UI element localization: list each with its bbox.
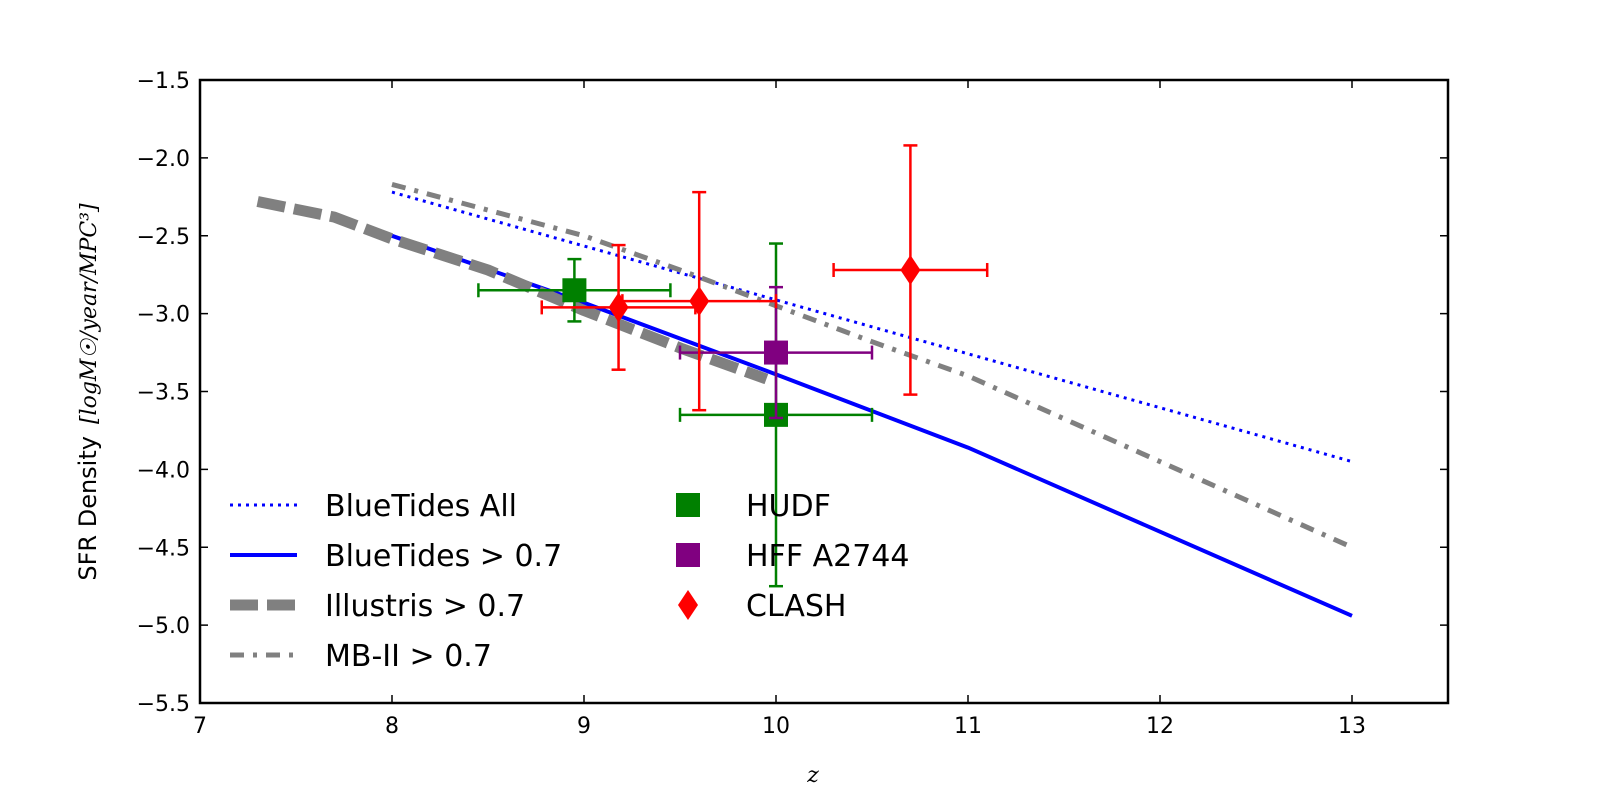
legend-label: HUDF: [746, 489, 831, 524]
x-axis: 7 8 9 10 11 12 13: [193, 80, 1366, 739]
y-tick-label: −4.0: [137, 458, 190, 483]
x-tick-label: 11: [954, 714, 982, 739]
x-tick-label: 13: [1338, 714, 1366, 739]
data-point-2-0: [540, 243, 697, 371]
y-tick-label: −2.5: [137, 225, 190, 250]
square-marker: [562, 278, 587, 303]
legend-label: BlueTides All: [325, 489, 517, 524]
diamond-marker: [900, 255, 921, 286]
y-axis-title: SFR Density [logM☉/year/MPC³]: [74, 203, 102, 581]
y-axis-title-text: SFR Density: [74, 436, 102, 581]
legend-label: BlueTides > 0.7: [325, 539, 562, 574]
legend-marker: [676, 493, 700, 517]
y-tick-label: −2.0: [137, 147, 190, 172]
data-point-2-2: [832, 144, 989, 396]
x-tick-label: 12: [1146, 714, 1174, 739]
data-point-0-0: [477, 257, 672, 323]
y-tick-label: −3.5: [137, 381, 190, 406]
legend-marker: [678, 590, 698, 620]
legend-label: CLASH: [746, 589, 846, 624]
legend-label: Illustris > 0.7: [325, 589, 525, 624]
y-tick-label: −3.0: [137, 303, 190, 328]
plot-area: [198, 78, 1450, 705]
y-axis: −1.5 −2.0 −2.5 −3.0 −3.5 −4.0 −4.5 −5.0 −5.5: [137, 69, 1448, 717]
y-tick-label: −1.5: [137, 69, 190, 94]
data-point-1-0: [678, 285, 874, 420]
series-line-3: [391, 181, 1354, 550]
x-tick-label: 9: [577, 714, 591, 739]
svg-text:SFR Density [logM☉/year/: SFR Density [logM☉/year/MPC³]: [74, 203, 102, 581]
y-axis-title-unit: [logM☉/year/MPC³]: [77, 203, 102, 424]
legend-marker: [676, 543, 700, 567]
diamond-marker: [689, 286, 710, 317]
series-line-0: [391, 190, 1353, 464]
y-tick-label: −5.5: [137, 692, 190, 717]
data-point-2-1: [621, 190, 778, 412]
x-tick-label: 10: [762, 714, 790, 739]
square-marker: [764, 340, 788, 365]
x-tick-label: 8: [385, 714, 399, 739]
y-tick-label: −5.0: [137, 614, 190, 639]
legend-label: MB-II > 0.7: [325, 639, 492, 674]
legend: BlueTides All BlueTides > 0.7 Illustris > …: [230, 489, 909, 674]
x-axis-title: z: [806, 763, 819, 788]
y-tick-label: −4.5: [137, 536, 190, 561]
legend-label: HFF A2744: [746, 539, 909, 574]
x-tick-label: 7: [193, 714, 207, 739]
